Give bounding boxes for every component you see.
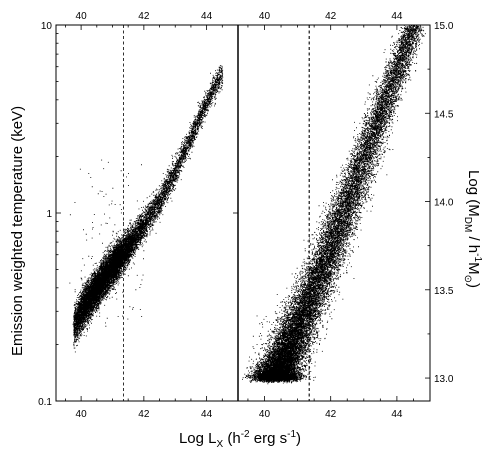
right-title-sub-dm: DM bbox=[462, 217, 473, 233]
right-scatter-points bbox=[242, 25, 426, 385]
left-x-tick-label: 44 bbox=[201, 409, 213, 420]
left-x-tick-label: 42 bbox=[138, 409, 150, 420]
right-y-tick-label: 14.5 bbox=[434, 109, 454, 120]
right-y-tick-label: 13.5 bbox=[434, 286, 454, 297]
x-title-prefix: Log L bbox=[179, 430, 217, 447]
left-scatter-points bbox=[69, 65, 224, 353]
tick-labels: 40 40 42 42 44 44 40 40 42 42 44 44 0.1 1 10 13.0 13.5 14… bbox=[38, 11, 454, 420]
right-x-tick-label: 42 bbox=[325, 409, 337, 420]
x-title-mid2: erg s bbox=[250, 430, 288, 447]
x-title-sub: X bbox=[217, 439, 224, 450]
points-layer bbox=[69, 25, 426, 385]
right-y-tick-label: 13.0 bbox=[434, 374, 454, 385]
left-y-tick-label: 10 bbox=[41, 21, 53, 32]
x-title-sup2: -1 bbox=[287, 429, 296, 440]
right-y-axis-title: Log (MDM / h-1M⊙) bbox=[462, 170, 483, 288]
left-top-x-tick-label: 44 bbox=[201, 11, 213, 22]
left-top-x-tick-label: 40 bbox=[76, 11, 88, 22]
left-panel-points bbox=[69, 65, 224, 353]
left-top-x-tick-label: 42 bbox=[138, 11, 150, 22]
reference-lines bbox=[123, 25, 310, 401]
x-axis-title: Log LX (h-2 erg s-1) bbox=[179, 429, 301, 450]
x-title-sup1: -2 bbox=[241, 429, 250, 440]
right-top-x-tick-label: 40 bbox=[259, 11, 271, 22]
right-top-x-tick-label: 44 bbox=[391, 11, 403, 22]
left-y-tick-label: 0.1 bbox=[38, 397, 52, 408]
right-top-x-tick-label: 42 bbox=[325, 11, 337, 22]
x-title-mid: (h bbox=[223, 430, 241, 447]
left-y-tick-label: 1 bbox=[46, 209, 52, 220]
right-x-tick-label: 40 bbox=[259, 409, 271, 420]
right-title-mid2: M bbox=[465, 262, 482, 275]
right-y-tick-label: 15.0 bbox=[434, 21, 454, 32]
right-x-tick-label: 44 bbox=[391, 409, 403, 420]
ticks bbox=[56, 24, 430, 402]
left-x-tick-label: 40 bbox=[76, 409, 88, 420]
x-title-suffix: ) bbox=[296, 430, 301, 447]
right-y-tick-label: 14.0 bbox=[434, 198, 454, 209]
left-y-axis-title: Emission weighted temperature (keV) bbox=[9, 106, 26, 356]
right-title-prefix: Log (M bbox=[465, 170, 482, 217]
right-title-sup: -1 bbox=[472, 253, 483, 262]
right-panel-points bbox=[242, 25, 426, 385]
right-title-mid: / h bbox=[465, 232, 482, 253]
right-title-suffix: ) bbox=[465, 283, 482, 288]
right-title-sub-sun: ⊙ bbox=[462, 275, 473, 283]
